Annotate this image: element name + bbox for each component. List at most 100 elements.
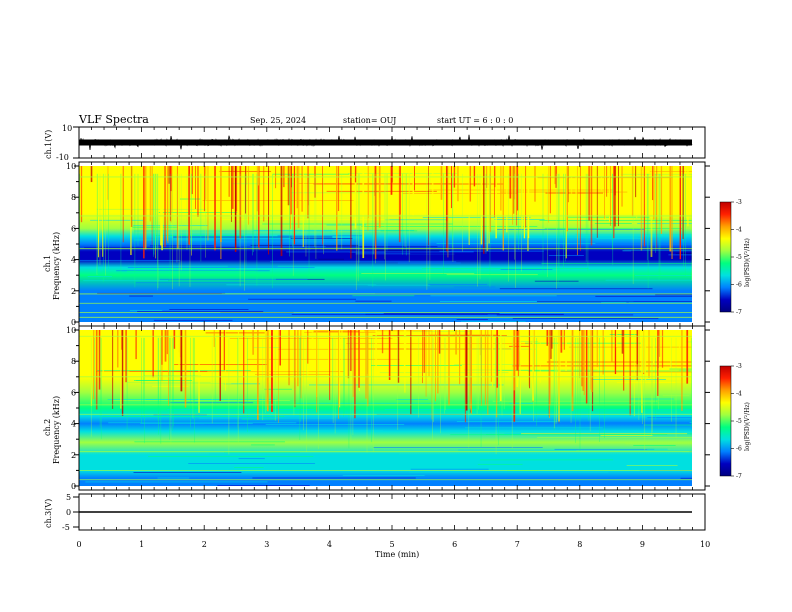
spectrogram-noise-band <box>238 458 265 460</box>
spectrogram-impulse-streak <box>428 166 429 246</box>
spectrogram-impulse-streak <box>121 330 124 416</box>
spectrogram-noise-band <box>655 294 692 296</box>
x-tick-label: 5 <box>390 540 395 549</box>
spectrogram-no-data <box>692 166 705 323</box>
spectrogram-noise-band <box>658 381 692 383</box>
spectrogram-impulse-streak <box>496 330 499 388</box>
spectrogram-noise-band <box>600 435 653 436</box>
spectrogram-impulse-streak <box>615 330 618 348</box>
spectrogram-noise-band <box>135 268 236 269</box>
spectrogram-noise-band <box>231 183 295 185</box>
spectrogram-noise-band <box>480 459 614 461</box>
spectrogram-impulse-streak <box>408 173 410 263</box>
spectrogram-impulse-streak <box>214 166 216 251</box>
spectrogram-noise-band <box>85 481 268 483</box>
spectrogram-noise-band <box>152 239 335 241</box>
spectrogram-impulse-streak <box>318 337 319 450</box>
spectrogram-no-data <box>692 330 705 487</box>
spectrogram-noise-band <box>453 286 496 288</box>
spectrogram-impulse-streak <box>681 330 683 411</box>
spectrogram-noise-band <box>412 330 473 332</box>
spectrogram-noise-band <box>202 200 354 202</box>
spectrogram-noise-band <box>595 295 692 297</box>
spectrogram-impulse-streak <box>292 173 294 276</box>
spectrogram-impulse-streak <box>280 166 283 257</box>
spectrogram-impulse-streak <box>575 166 578 202</box>
spectrogram-impulse-streak <box>539 330 541 383</box>
spectrogram-impulse-streak <box>652 330 655 365</box>
spectrogram-impulse-streak <box>225 330 226 391</box>
spectrogram-impulse-streak <box>588 166 590 221</box>
spectrogram-noise-band <box>227 265 278 267</box>
spectrogram-noise-band <box>87 276 112 277</box>
spectrogram-noise-band <box>234 467 264 468</box>
spectrogram-impulse-streak <box>558 330 560 422</box>
spectrogram-noise-band <box>554 448 655 450</box>
spectrogram-impulse-streak <box>143 337 144 415</box>
spectrogram-noise-band <box>634 274 692 276</box>
spectrogram-impulse-streak <box>590 166 593 246</box>
spectrogram-impulse-streak <box>612 173 613 250</box>
spectrogram-noise-band <box>241 418 277 420</box>
spectrogram-impulse-streak <box>169 173 171 283</box>
spectrogram-impulse-streak <box>379 166 381 198</box>
spectrogram-impulse-streak <box>558 173 560 280</box>
spectrogram-noise-band <box>252 477 416 479</box>
spectrogram-noise-band <box>537 437 692 438</box>
ch1-wave-ytick-bottom: -10 <box>56 153 69 162</box>
spectrogram-impulse-streak <box>641 337 643 425</box>
spectrogram-impulse-streak <box>256 173 258 286</box>
spectrogram-impulse-streak <box>675 337 677 439</box>
freq-tick-label: 0 <box>71 482 76 491</box>
spectrogram-noise-band <box>463 369 598 371</box>
spectrogram-impulse-streak <box>636 166 638 218</box>
spectrogram-impulse-streak <box>546 330 548 346</box>
spectrogram-impulse-streak <box>390 166 393 195</box>
spectrogram-impulse-streak <box>366 337 368 453</box>
ch3-ytick-bottom: -5 <box>62 523 70 532</box>
spectrogram-impulse-streak <box>486 166 489 252</box>
ch1-waveform-panel: 10 -10 ch.1(V) <box>44 124 706 162</box>
ch2-spec-ylabel-channel: ch.2 <box>43 419 52 436</box>
ch2-colorbar-bar <box>719 365 732 477</box>
spectrogram-noise-band <box>244 469 400 470</box>
spectrogram-impulse-streak <box>328 330 330 366</box>
spectrogram-impulse-streak <box>669 166 672 252</box>
spectrogram-impulse-streak <box>512 166 514 225</box>
spectrogram-impulse-streak <box>171 173 173 290</box>
spectrogram-impulse-streak <box>178 173 180 287</box>
spectrogram-noise-band <box>428 189 614 191</box>
spectrogram-noise-band <box>296 402 437 404</box>
spectrogram-impulse-streak <box>191 173 192 251</box>
spectrogram-impulse-streak <box>134 173 136 288</box>
spectrogram-impulse-streak <box>570 166 573 201</box>
spectrogram-impulse-streak <box>633 330 635 417</box>
spectrogram-noise-band <box>605 279 692 281</box>
spectrogram-impulse-streak <box>120 330 122 409</box>
spectrogram-impulse-streak <box>172 337 173 431</box>
spectrogram-impulse-streak <box>234 166 237 252</box>
spectrogram-impulse-streak <box>173 337 174 427</box>
spectrogram-noise-band <box>129 309 163 311</box>
spectrogram-impulse-streak <box>426 173 428 290</box>
spectrogram-noise-band <box>272 173 350 175</box>
spectrogram-noise-band <box>492 400 658 402</box>
spectrogram-impulse-streak <box>266 330 269 412</box>
spectrogram-noise-band <box>251 444 275 446</box>
spectrogram-impulse-streak <box>402 173 404 255</box>
spectrogram-impulse-streak <box>220 166 222 260</box>
ch3-ytick-mid: 0 <box>66 508 71 517</box>
spectrogram-noise-band <box>174 364 268 366</box>
spectrogram-noise-band <box>159 278 308 280</box>
spectrogram-noise-band <box>129 295 153 297</box>
spectrogram-impulse-streak <box>644 337 646 451</box>
spectrogram-impulse-streak <box>293 166 296 245</box>
spectrogram-noise-band <box>133 239 218 241</box>
spectrogram-impulse-streak <box>90 166 93 183</box>
spectrogram-impulse-streak <box>365 330 367 399</box>
spectrogram-impulse-streak <box>316 330 318 413</box>
spectrogram-impulse-streak <box>581 330 583 387</box>
spectrogram-impulse-streak <box>656 166 658 248</box>
spectrogram-impulse-streak <box>418 337 419 418</box>
spectrogram-impulse-streak <box>516 330 519 371</box>
